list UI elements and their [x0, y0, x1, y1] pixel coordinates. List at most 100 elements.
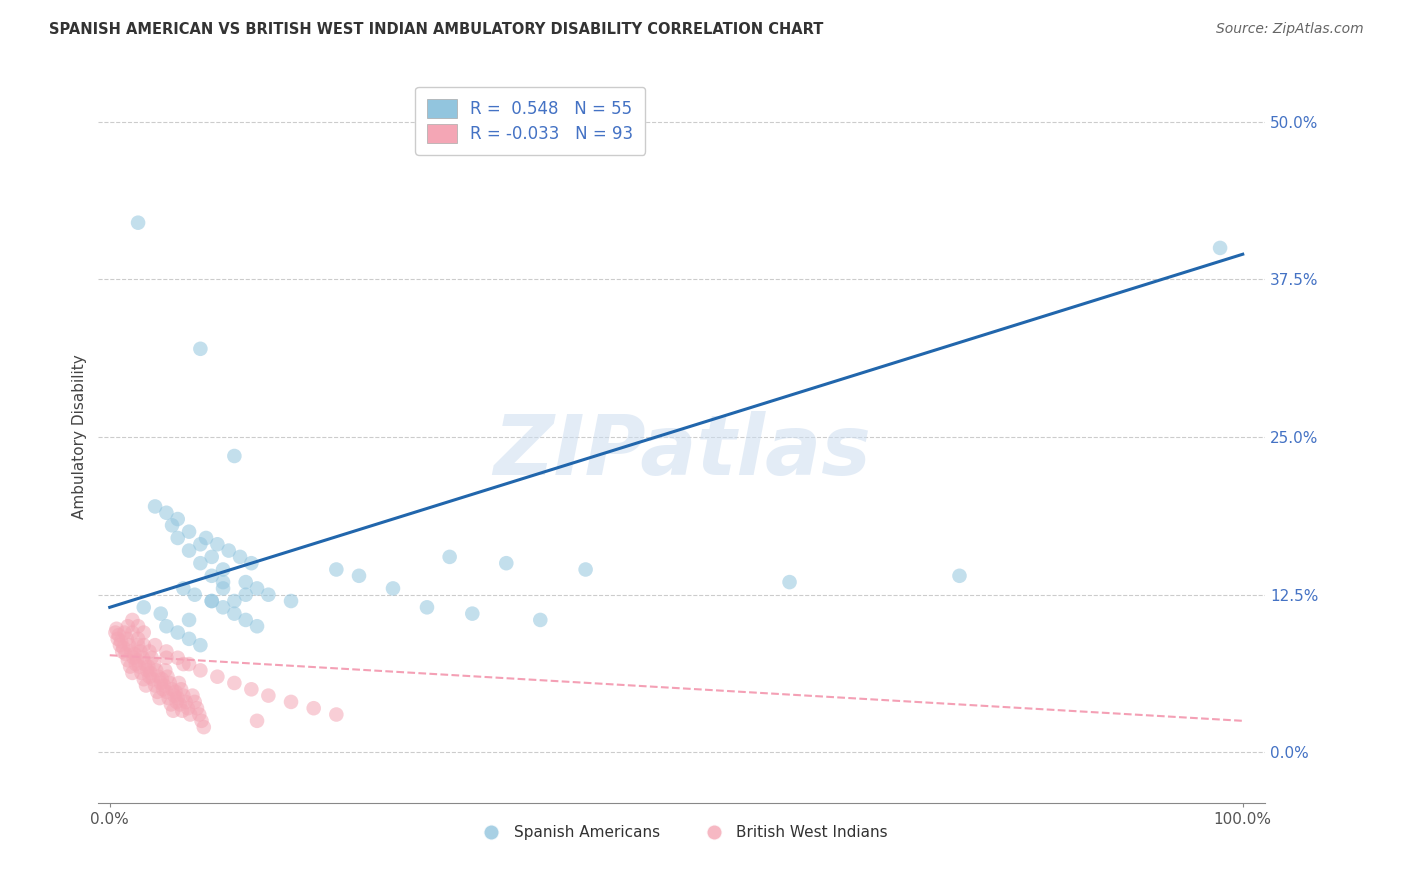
Point [150, 672, 173, 686]
Point [112, 640, 135, 655]
Point [165, 685, 187, 699]
Point [179, 707, 201, 722]
Point [143, 500, 166, 514]
Point [190, 714, 212, 728]
Point [190, 342, 212, 356]
Point [138, 670, 160, 684]
Point [107, 632, 129, 646]
Text: ZIPatlas: ZIPatlas [494, 411, 870, 492]
Point [948, 569, 970, 583]
Point [143, 638, 166, 652]
Point [195, 531, 218, 545]
Point [190, 537, 212, 551]
Point [495, 556, 517, 570]
Point [131, 650, 153, 665]
Point [157, 691, 180, 706]
Point [117, 653, 139, 667]
Point [138, 644, 160, 658]
Point [105, 622, 128, 636]
Point [166, 625, 188, 640]
Point [246, 714, 269, 728]
Point [183, 588, 205, 602]
Point [132, 672, 155, 686]
Point [114, 647, 136, 661]
Point [224, 449, 246, 463]
Point [229, 549, 252, 564]
Point [575, 562, 598, 576]
Point [160, 682, 183, 697]
Point [172, 582, 194, 596]
Text: Source: ZipAtlas.com: Source: ZipAtlas.com [1216, 22, 1364, 37]
Point [167, 676, 190, 690]
Point [416, 600, 439, 615]
Point [127, 619, 149, 633]
Point [132, 600, 155, 615]
Point [201, 549, 224, 564]
Point [142, 672, 165, 686]
Point [212, 575, 235, 590]
Point [136, 664, 159, 678]
Point [139, 665, 162, 680]
Point [166, 512, 188, 526]
Point [188, 707, 211, 722]
Point [235, 588, 257, 602]
Point [190, 664, 212, 678]
Point [183, 695, 205, 709]
Point [160, 518, 183, 533]
Point [529, 613, 551, 627]
Point [125, 657, 148, 671]
Point [166, 695, 188, 709]
Point [117, 619, 139, 633]
Point [142, 657, 165, 671]
Point [118, 638, 141, 652]
Point [257, 689, 280, 703]
Point [145, 664, 167, 678]
Point [212, 582, 235, 596]
Point [177, 543, 200, 558]
Text: SPANISH AMERICAN VS BRITISH WEST INDIAN AMBULATORY DISABILITY CORRELATION CHART: SPANISH AMERICAN VS BRITISH WEST INDIAN … [49, 22, 824, 37]
Point [132, 638, 155, 652]
Point [257, 588, 280, 602]
Point [141, 650, 163, 665]
Point [186, 701, 208, 715]
Point [224, 607, 246, 621]
Point [121, 625, 143, 640]
Point [439, 549, 461, 564]
Point [120, 659, 142, 673]
Point [235, 575, 257, 590]
Point [190, 638, 212, 652]
Point [125, 653, 148, 667]
Point [127, 632, 149, 646]
Point [111, 644, 134, 658]
Point [108, 628, 131, 642]
Point [302, 701, 325, 715]
Point [280, 594, 302, 608]
Point [148, 670, 170, 684]
Legend: Spanish Americans, British West Indians: Spanish Americans, British West Indians [470, 819, 894, 847]
Point [212, 562, 235, 576]
Point [127, 216, 149, 230]
Point [201, 594, 224, 608]
Point [155, 685, 177, 699]
Point [131, 665, 153, 680]
Y-axis label: Ambulatory Disability: Ambulatory Disability [72, 355, 87, 519]
Point [132, 625, 155, 640]
Point [224, 594, 246, 608]
Point [155, 644, 177, 658]
Point [325, 562, 347, 576]
Point [172, 704, 194, 718]
Point [212, 600, 235, 615]
Point [135, 679, 157, 693]
Point [1209, 241, 1232, 255]
Point [246, 582, 269, 596]
Point [159, 676, 181, 690]
Point [143, 679, 166, 693]
Point [174, 695, 197, 709]
Point [190, 556, 212, 570]
Point [779, 575, 801, 590]
Point [169, 698, 191, 712]
Point [177, 524, 200, 539]
Point [177, 613, 200, 627]
Point [156, 670, 179, 684]
Point [110, 634, 132, 648]
